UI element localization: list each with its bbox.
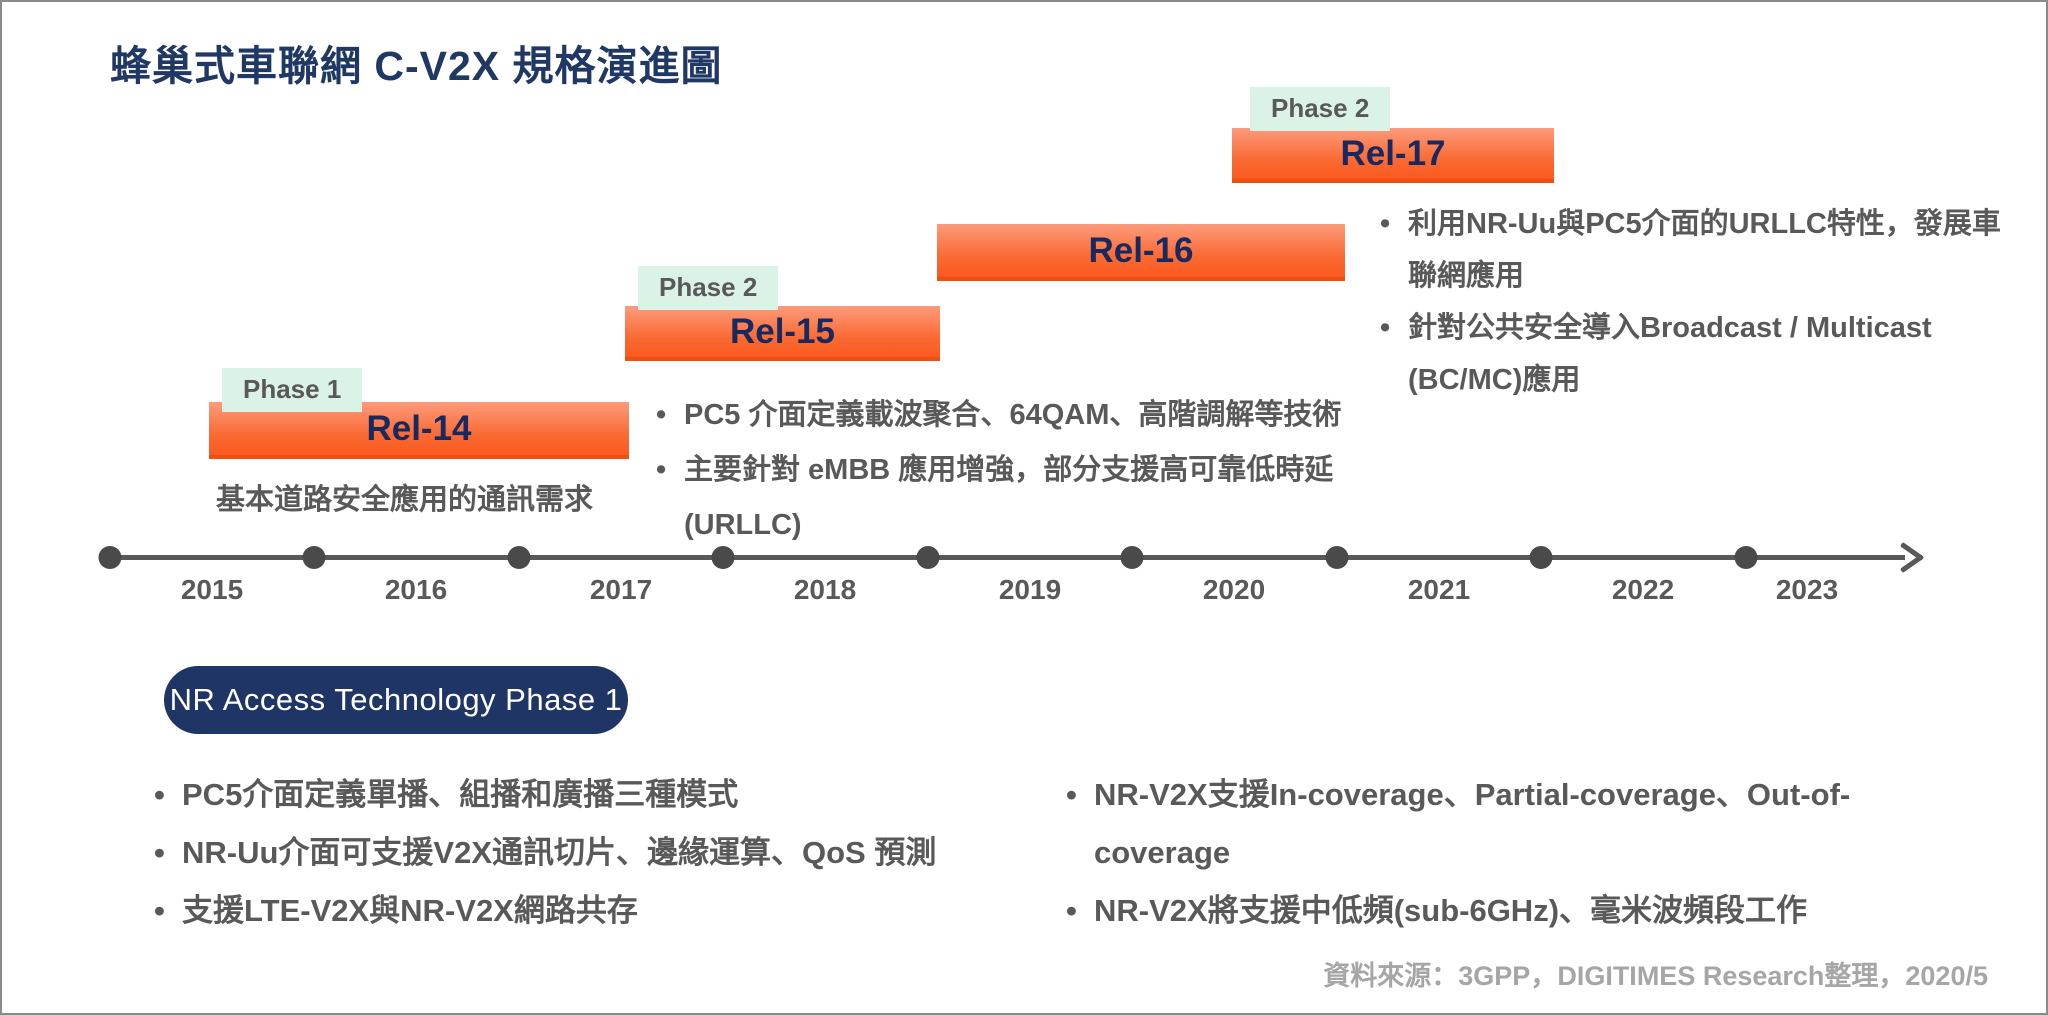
nr-note-item: NR-Uu介面可支援V2X通訊切片、邊緣運算、QoS 預測 [152, 824, 1032, 882]
source-attribution: 資料來源：3GPP，DIGITIMES Research整理，2020/5 [1323, 961, 1988, 991]
timeline-year-2022: 2022 [1611, 574, 1675, 605]
timeline-year-2018: 2018 [793, 574, 857, 605]
timeline-dot [711, 546, 735, 569]
rel14-caption: 基本道路安全應用的通訊需求 [216, 484, 594, 516]
rel17-bar: Rel-17 [1232, 128, 1554, 183]
nr-phase1-notes-right: NR-V2X支援In-coverage、Partial-coverage、Out… [1064, 766, 1954, 940]
rel16-bar: Rel-16 [937, 224, 1345, 281]
rel15-note-item: PC5 介面定義載波聚合、64QAM、高階調解等技術 [654, 388, 1424, 443]
timeline-dot [916, 546, 940, 569]
timeline-year-2023: 2023 [1775, 574, 1839, 605]
rel15-notes: PC5 介面定義載波聚合、64QAM、高階調解等技術 主要針對 eMBB 應用增… [654, 388, 1424, 553]
rel16-label: Rel-16 [1088, 230, 1194, 270]
timeline-dot [1120, 546, 1144, 569]
timeline-dot [302, 546, 326, 569]
rel14-bar: Rel-14 [209, 402, 629, 459]
page-title: 蜂巢式車聯網 C-V2X 規格演進圖 [110, 43, 723, 89]
nr-note-item: NR-V2X支援In-coverage、Partial-coverage、Out… [1064, 766, 1954, 882]
rel17-note-item: 利用NR-Uu與PC5介面的URLLC特性，發展車聯網應用 [1378, 198, 2026, 302]
rel14-label: Rel-14 [366, 408, 472, 448]
rel15-note-item: 主要針對 eMBB 應用增強，部分支援高可靠低時延(URLLC) [654, 443, 1424, 553]
rel17-phase-tag: Phase 2 [1250, 87, 1391, 131]
timeline-arrowhead-icon [1895, 542, 1925, 572]
timeline-dot [1325, 546, 1349, 569]
timeline-dot [507, 546, 531, 569]
nr-note-item: 支援LTE-V2X與NR-V2X網路共存 [152, 882, 1032, 940]
timeline-year-2020: 2020 [1202, 574, 1266, 605]
rel17-note-item: 針對公共安全導入Broadcast / Multicast (BC/MC)應用 [1378, 302, 2026, 406]
rel17-label: Rel-17 [1340, 133, 1446, 173]
timeline-year-2015: 2015 [180, 574, 244, 605]
nr-note-item: PC5介面定義單播、組播和廣播三種模式 [152, 766, 1032, 824]
timeline-year-2016: 2016 [384, 574, 448, 605]
nr-phase1-notes-left: PC5介面定義單播、組播和廣播三種模式 NR-Uu介面可支援V2X通訊切片、邊緣… [152, 766, 1032, 940]
rel15-phase-tag: Phase 2 [638, 266, 779, 310]
timeline-axis [110, 555, 1905, 560]
timeline-dot [98, 546, 122, 569]
nr-note-item: NR-V2X將支援中低頻(sub-6GHz)、毫米波頻段工作 [1064, 882, 1954, 940]
timeline-dot [1734, 546, 1758, 569]
nr-access-phase1-pill: NR Access Technology Phase 1 [164, 666, 628, 734]
rel14-phase-tag: Phase 1 [222, 368, 363, 412]
rel15-label: Rel-15 [729, 311, 836, 351]
rel15-bar: Rel-15 [625, 306, 940, 361]
timeline-dot [1529, 546, 1553, 569]
timeline-year-2021: 2021 [1407, 574, 1471, 605]
timeline-year-2019: 2019 [998, 574, 1062, 605]
timeline-year-2017: 2017 [589, 574, 653, 605]
rel17-notes: 利用NR-Uu與PC5介面的URLLC特性，發展車聯網應用 針對公共安全導入Br… [1378, 198, 2026, 406]
